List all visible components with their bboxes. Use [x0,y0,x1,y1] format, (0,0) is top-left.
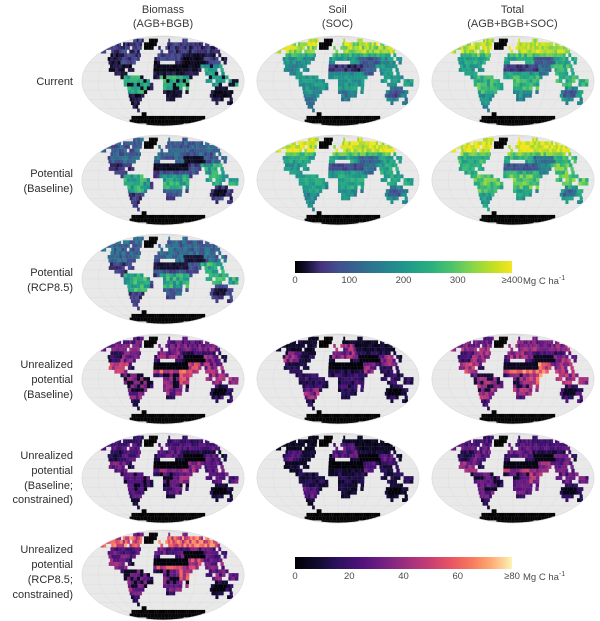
colorbar-tick-0: 0 [292,275,297,286]
world-map-current-biomass [81,35,245,127]
column-header-soil: Soil (SOC) [250,0,425,33]
colorbar-unrealized-potential: 0 20 40 60 ≥80 Mg C ha-1 [250,527,600,619]
colorbar-gradient-carbon-stock [295,261,512,273]
colorbar-gradient-unrealized [295,557,512,569]
colorbar-tick-0: 0 [292,571,297,582]
world-map-potential-baseline-total [431,134,595,226]
row-label-current: Current [0,33,76,132]
map-potential-baseline-biomass [76,132,250,231]
world-map-unrealized-baseline-biomass [81,333,245,425]
map-current-soil [250,33,425,132]
colorbar-carbon-stock: 0 100 200 300 ≥400 Mg C ha-1 [250,231,600,331]
map-unrealized-constrained-biomass [76,430,250,527]
row-label-unrealized-baseline: Unrealized potential (Baseline) [0,331,76,430]
map-potential-baseline-total [425,132,600,231]
colorbar-tick-80: ≥80 [504,571,520,582]
map-unrealized-baseline-total [425,331,600,430]
world-map-potential-baseline-biomass [81,134,245,226]
map-potential-baseline-soil [250,132,425,231]
colorbar-ticks-carbon-stock: 0 100 200 300 ≥400 Mg C ha-1 [295,273,512,289]
world-map-unrealized-baseline-total [431,333,595,425]
map-unrealized-constrained-total [425,430,600,527]
colorbar-unit-unrealized: Mg C ha-1 [523,571,565,583]
map-potential-rcp85-biomass [76,231,250,331]
column-header-biomass: Biomass (AGB+BGB) [76,0,250,33]
world-map-unrealized-constrained-total [431,432,595,524]
colorbar-tick-40: 40 [398,571,409,582]
colorbar-tick-100: 100 [341,275,357,286]
world-map-unrealized-rcp85-biomass [81,529,245,621]
map-current-total [425,33,600,132]
row-label-potential-baseline: Potential (Baseline) [0,132,76,231]
colorbar-tick-400: ≥400 [501,275,522,286]
colorbar-tick-20: 20 [344,571,355,582]
colorbar-tick-300: 300 [450,275,466,286]
row-label-potential-rcp85: Potential (RCP8.5) [0,231,76,331]
world-map-unrealized-constrained-soil [256,432,420,524]
world-map-unrealized-baseline-soil [256,333,420,425]
map-unrealized-rcp85-biomass [76,527,250,619]
row-label-unrealized-baseline-constrained: Unrealized potential (Baseline; constrai… [0,430,76,527]
map-unrealized-baseline-soil [250,331,425,430]
row-label-unrealized-rcp85-constrained: Unrealized potential (RCP8.5; constraine… [0,527,76,619]
world-map-potential-baseline-soil [256,134,420,226]
world-map-unrealized-constrained-biomass [81,432,245,524]
world-map-current-soil [256,35,420,127]
colorbar-unit-carbon-stock: Mg C ha-1 [523,275,565,287]
colorbar-tick-60: 60 [452,571,463,582]
map-unrealized-baseline-biomass [76,331,250,430]
map-current-biomass [76,33,250,132]
colorbar-ticks-unrealized: 0 20 40 60 ≥80 Mg C ha-1 [295,569,512,585]
world-map-current-total [431,35,595,127]
world-map-potential-rcp85-biomass [81,233,245,325]
map-unrealized-constrained-soil [250,430,425,527]
column-header-total: Total (AGB+BGB+SOC) [425,0,600,33]
colorbar-tick-200: 200 [396,275,412,286]
